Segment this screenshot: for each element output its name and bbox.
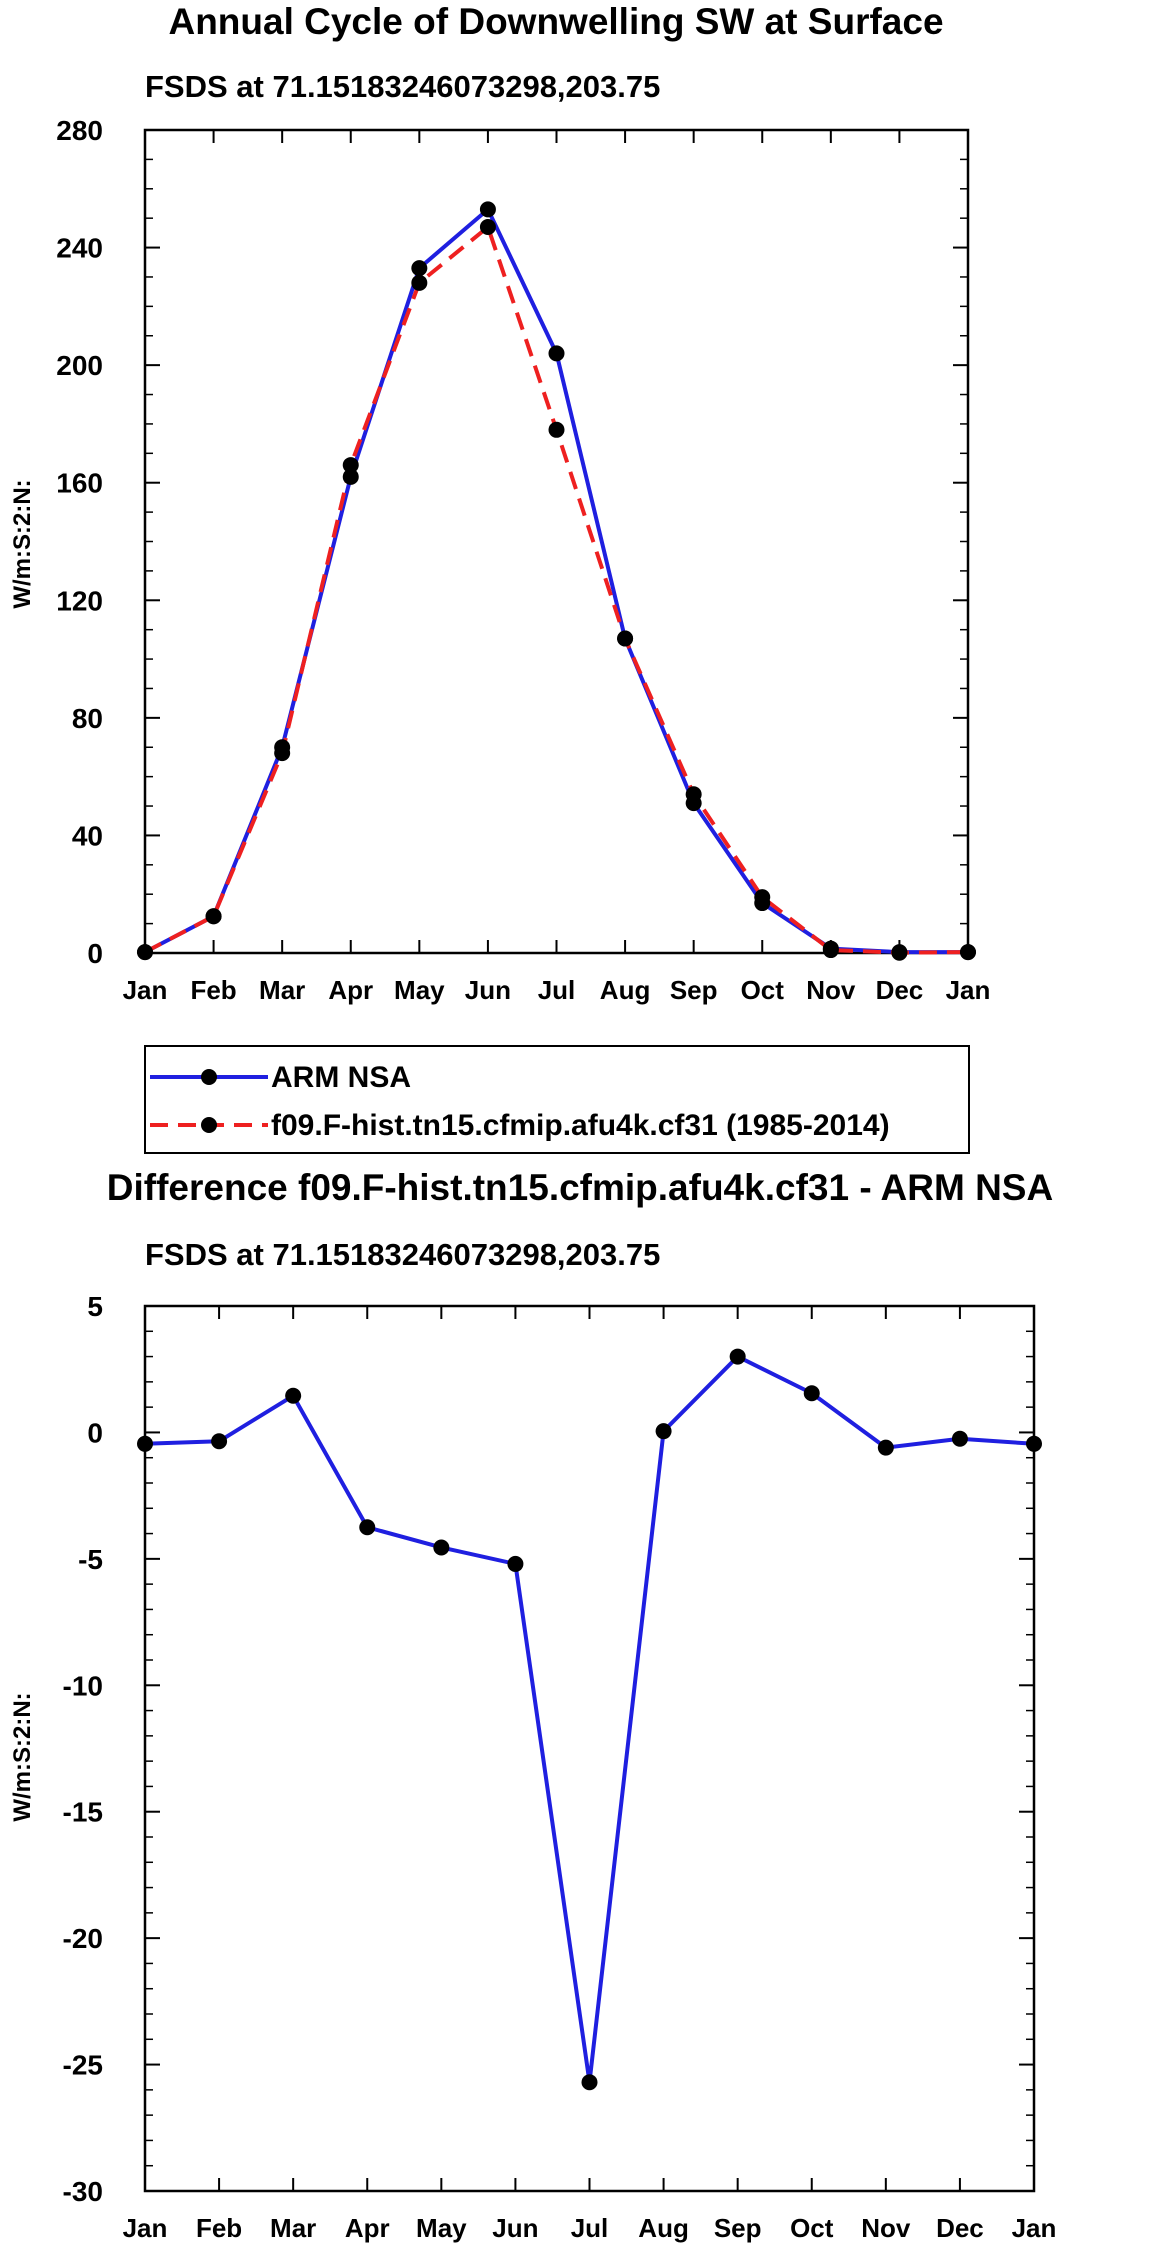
x-tick-label: Nov <box>861 2213 911 2243</box>
x-tick-label: Jul <box>571 2213 609 2243</box>
y-tick-label: -10 <box>63 1670 103 1701</box>
x-tick-label: Jan <box>123 975 168 1005</box>
data-point <box>729 1348 746 1365</box>
data-point <box>685 786 702 803</box>
data-point <box>433 1539 450 1556</box>
x-tick-label: May <box>394 975 445 1005</box>
data-point <box>951 1430 968 1447</box>
chart1-subtitle: FSDS at 71.15183246073298,203.75 <box>145 69 660 104</box>
legend-frame <box>144 1045 970 1154</box>
data-point <box>507 1555 524 1572</box>
y-tick-label: 160 <box>56 468 103 499</box>
x-tick-label: Mar <box>259 975 305 1005</box>
chart1-plot-frame <box>143 128 970 955</box>
x-tick-label: Nov <box>806 975 856 1005</box>
x-tick-label: Oct <box>790 2213 834 2243</box>
y-tick-label: -30 <box>63 2176 103 2207</box>
x-tick-label: Jun <box>465 975 511 1005</box>
data-point <box>960 944 976 961</box>
data-point <box>274 745 291 762</box>
data-point <box>822 942 839 959</box>
data-point <box>211 1433 228 1450</box>
legend-model-marker <box>201 1117 217 1133</box>
data-point <box>342 457 359 474</box>
x-tick-label: Sep <box>714 2213 762 2243</box>
y-tick-label: 40 <box>72 820 103 851</box>
data-point <box>285 1387 302 1404</box>
x-tick-label: Apr <box>345 2213 390 2243</box>
x-tick-label: Aug <box>600 975 651 1005</box>
chart2-subtitle: FSDS at 71.15183246073298,203.75 <box>145 1237 660 1272</box>
y-tick-label: 0 <box>87 938 103 969</box>
y-tick-label: 0 <box>87 1417 103 1448</box>
x-tick-label: Feb <box>190 975 236 1005</box>
data-point <box>655 1423 672 1440</box>
legend-arm-nsa-marker <box>201 1069 217 1085</box>
y-tick-label: 80 <box>72 703 103 734</box>
x-tick-label: Apr <box>328 975 373 1005</box>
y-tick-label: -5 <box>78 1544 103 1575</box>
data-point <box>891 944 908 961</box>
data-point <box>548 421 565 438</box>
legend-model-label: f09.F-hist.tn15.cfmip.afu4k.cf31 (1985-2… <box>271 1109 890 1142</box>
x-tick-label: Sep <box>670 975 718 1005</box>
series-line-1 <box>144 207 968 955</box>
chart1-title: Annual Cycle of Downwelling SW at Surfac… <box>168 1 943 42</box>
y-tick-label: 5 <box>87 1291 103 1322</box>
chart2-title: Difference f09.F-hist.tn15.cfmip.afu4k.c… <box>107 1167 1053 1208</box>
x-tick-label: Jul <box>538 975 576 1005</box>
series-line-1 <box>144 1354 1035 2085</box>
data-point <box>205 908 222 925</box>
x-tick-label: Aug <box>638 2213 689 2243</box>
chart2-ylabel: W/m:S:2:N: <box>9 1692 36 1821</box>
y-tick-label: 120 <box>56 585 103 616</box>
data-point <box>479 218 496 235</box>
data-point <box>877 1439 894 1456</box>
x-tick-label: Jan <box>123 2213 168 2243</box>
x-tick-label: Jan <box>1012 2213 1057 2243</box>
y-tick-label: -15 <box>63 1797 103 1828</box>
data-point <box>803 1385 820 1402</box>
y-tick-label: -20 <box>63 1923 103 1954</box>
x-tick-label: Mar <box>270 2213 316 2243</box>
x-tick-label: Oct <box>741 975 785 1005</box>
data-point <box>548 345 565 362</box>
x-tick-label: Dec <box>936 2213 984 2243</box>
data-point <box>359 1519 376 1536</box>
data-point <box>581 2074 598 2091</box>
y-tick-label: 200 <box>56 350 103 381</box>
x-tick-label: Jun <box>492 2213 538 2243</box>
data-point <box>754 889 771 906</box>
annual-cycle-chart: Annual Cycle of Downwelling SW at Surfac… <box>9 1 991 1154</box>
x-tick-label: Feb <box>196 2213 242 2243</box>
chart2-plot-frame <box>143 1304 1036 2193</box>
data-point <box>342 468 359 485</box>
x-tick-label: May <box>416 2213 467 2243</box>
chart1-ylabel: W/m:S:2:N: <box>9 479 36 608</box>
data-point <box>1026 1435 1042 1452</box>
data-point <box>411 274 428 291</box>
chart1-legend: ARM NSA f09.F-hist.tn15.cfmip.afu4k.cf31… <box>144 1045 970 1154</box>
x-tick-label: Dec <box>876 975 924 1005</box>
legend-arm-nsa-label: ARM NSA <box>271 1061 411 1094</box>
data-point <box>479 201 496 218</box>
y-tick-label: -25 <box>63 2050 103 2081</box>
data-point <box>411 260 428 277</box>
data-point <box>137 1435 153 1452</box>
y-tick-label: 280 <box>56 115 103 146</box>
x-tick-label: Jan <box>946 975 991 1005</box>
difference-chart: Difference f09.F-hist.tn15.cfmip.afu4k.c… <box>9 1167 1056 2243</box>
data-point <box>617 630 634 647</box>
y-tick-label: 240 <box>56 233 103 264</box>
series-line-2 <box>144 224 969 955</box>
data-point <box>137 944 153 961</box>
